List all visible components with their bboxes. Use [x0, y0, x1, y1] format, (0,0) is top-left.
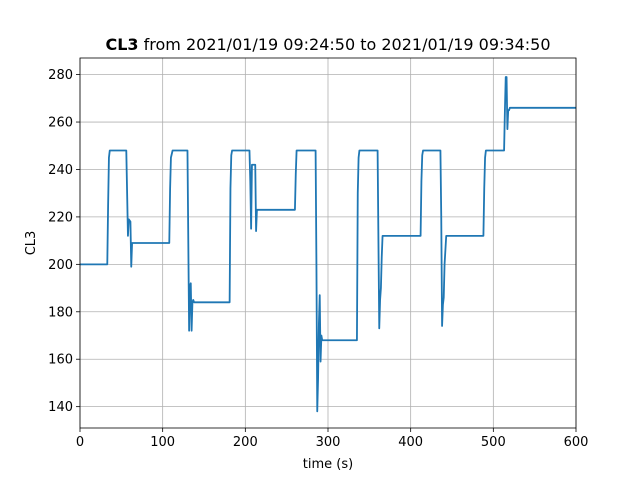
x-tick-label: 500: [481, 435, 506, 450]
y-tick-label: 240: [48, 163, 73, 178]
y-tick-label: 280: [48, 68, 73, 83]
x-tick-label: 100: [150, 435, 175, 450]
y-tick-label: 200: [48, 258, 73, 273]
grid: [79, 58, 577, 428]
x-tick-label: 400: [398, 435, 423, 450]
series-line-0: [80, 76, 576, 413]
x-tick-label: 0: [76, 435, 84, 450]
series-layer: [80, 76, 576, 413]
ticks: 0 100 200 300 400 500 600 140 160 180 200 220 240 260…: [48, 68, 588, 450]
x-tick-label: 300: [316, 435, 341, 450]
y-axis-label: CL3: [24, 231, 39, 256]
y-tick-label: 140: [48, 400, 73, 415]
y-tick-label: 220: [48, 210, 73, 225]
x-tick-label: 200: [233, 435, 258, 450]
x-tick-label: 600: [564, 435, 589, 450]
x-axis-label: time (s): [303, 457, 353, 472]
chart-title-bold: CL3: [105, 35, 138, 54]
y-tick-label: 180: [48, 305, 73, 320]
chart-title-rest: from 2021/01/19 09:24:50 to 2021/01/19 0…: [139, 35, 551, 54]
y-tick-label: 160: [48, 353, 73, 368]
y-tick-label: 260: [48, 116, 73, 131]
chart-title: CL3 from 2021/01/19 09:24:50 to 2021/01/…: [105, 35, 550, 54]
